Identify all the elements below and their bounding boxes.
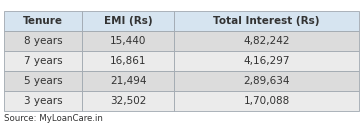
Text: 21,494: 21,494: [110, 76, 147, 86]
Bar: [4, 71, 82, 91]
Bar: [174, 31, 359, 51]
Bar: [82, 11, 174, 31]
Bar: [82, 71, 174, 91]
Text: 4,82,242: 4,82,242: [243, 36, 290, 46]
Text: 32,502: 32,502: [110, 96, 147, 106]
Text: 7 years: 7 years: [24, 56, 63, 66]
Text: 5 years: 5 years: [24, 76, 63, 86]
Text: 8 years: 8 years: [24, 36, 63, 46]
Text: Tenure: Tenure: [23, 16, 63, 26]
Bar: [82, 51, 174, 71]
Text: 15,440: 15,440: [110, 36, 147, 46]
Bar: [4, 31, 82, 51]
Bar: [4, 11, 82, 31]
Bar: [4, 91, 82, 111]
Text: Total Interest (Rs): Total Interest (Rs): [213, 16, 320, 26]
Text: Source: MyLoanCare.in: Source: MyLoanCare.in: [4, 114, 103, 123]
Bar: [174, 71, 359, 91]
Bar: [4, 51, 82, 71]
Text: 1,70,088: 1,70,088: [244, 96, 290, 106]
Bar: [174, 91, 359, 111]
Text: 4,16,297: 4,16,297: [243, 56, 290, 66]
Text: 3 years: 3 years: [24, 96, 63, 106]
Bar: [82, 31, 174, 51]
Bar: [174, 51, 359, 71]
Text: EMI (Rs): EMI (Rs): [104, 16, 153, 26]
Text: 16,861: 16,861: [110, 56, 147, 66]
Bar: [174, 11, 359, 31]
Text: 2,89,634: 2,89,634: [243, 76, 290, 86]
Bar: [82, 91, 174, 111]
